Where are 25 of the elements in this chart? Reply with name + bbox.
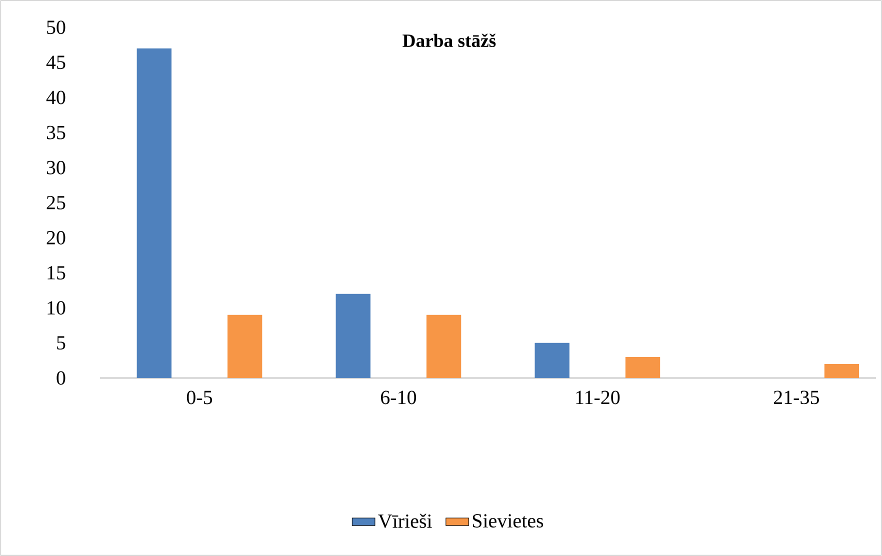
y-tick-label: 40 bbox=[46, 90, 66, 104]
y-tick-label: 0 bbox=[56, 371, 66, 385]
bar bbox=[227, 314, 262, 378]
legend-label: Vīrieši bbox=[378, 514, 432, 528]
y-tick-label: 25 bbox=[46, 196, 66, 210]
y-tick-label: 50 bbox=[47, 20, 66, 34]
y-tick-label: 30 bbox=[46, 160, 66, 174]
y-tick-label: 45 bbox=[46, 56, 66, 70]
bar bbox=[824, 364, 860, 378]
y-tick-label: 5 bbox=[57, 336, 66, 350]
bar bbox=[426, 314, 462, 378]
x-tick-label: 6-10 bbox=[380, 390, 416, 404]
y-tick-label: 15 bbox=[48, 266, 66, 280]
bar bbox=[136, 48, 172, 378]
bar bbox=[336, 294, 370, 378]
x-tick-label: 0-5 bbox=[186, 390, 212, 404]
legend-label: Sievietes bbox=[472, 514, 544, 528]
bar bbox=[625, 356, 660, 378]
y-tick-label: 10 bbox=[48, 301, 66, 315]
chart-title: Darba stāžš bbox=[402, 34, 496, 48]
y-tick-label: 35 bbox=[46, 126, 66, 140]
x-tick-label: 11-20 bbox=[576, 390, 620, 404]
x-tick-label: 21-35 bbox=[774, 390, 819, 404]
bar bbox=[534, 342, 570, 378]
y-tick-label: 20 bbox=[46, 230, 66, 244]
